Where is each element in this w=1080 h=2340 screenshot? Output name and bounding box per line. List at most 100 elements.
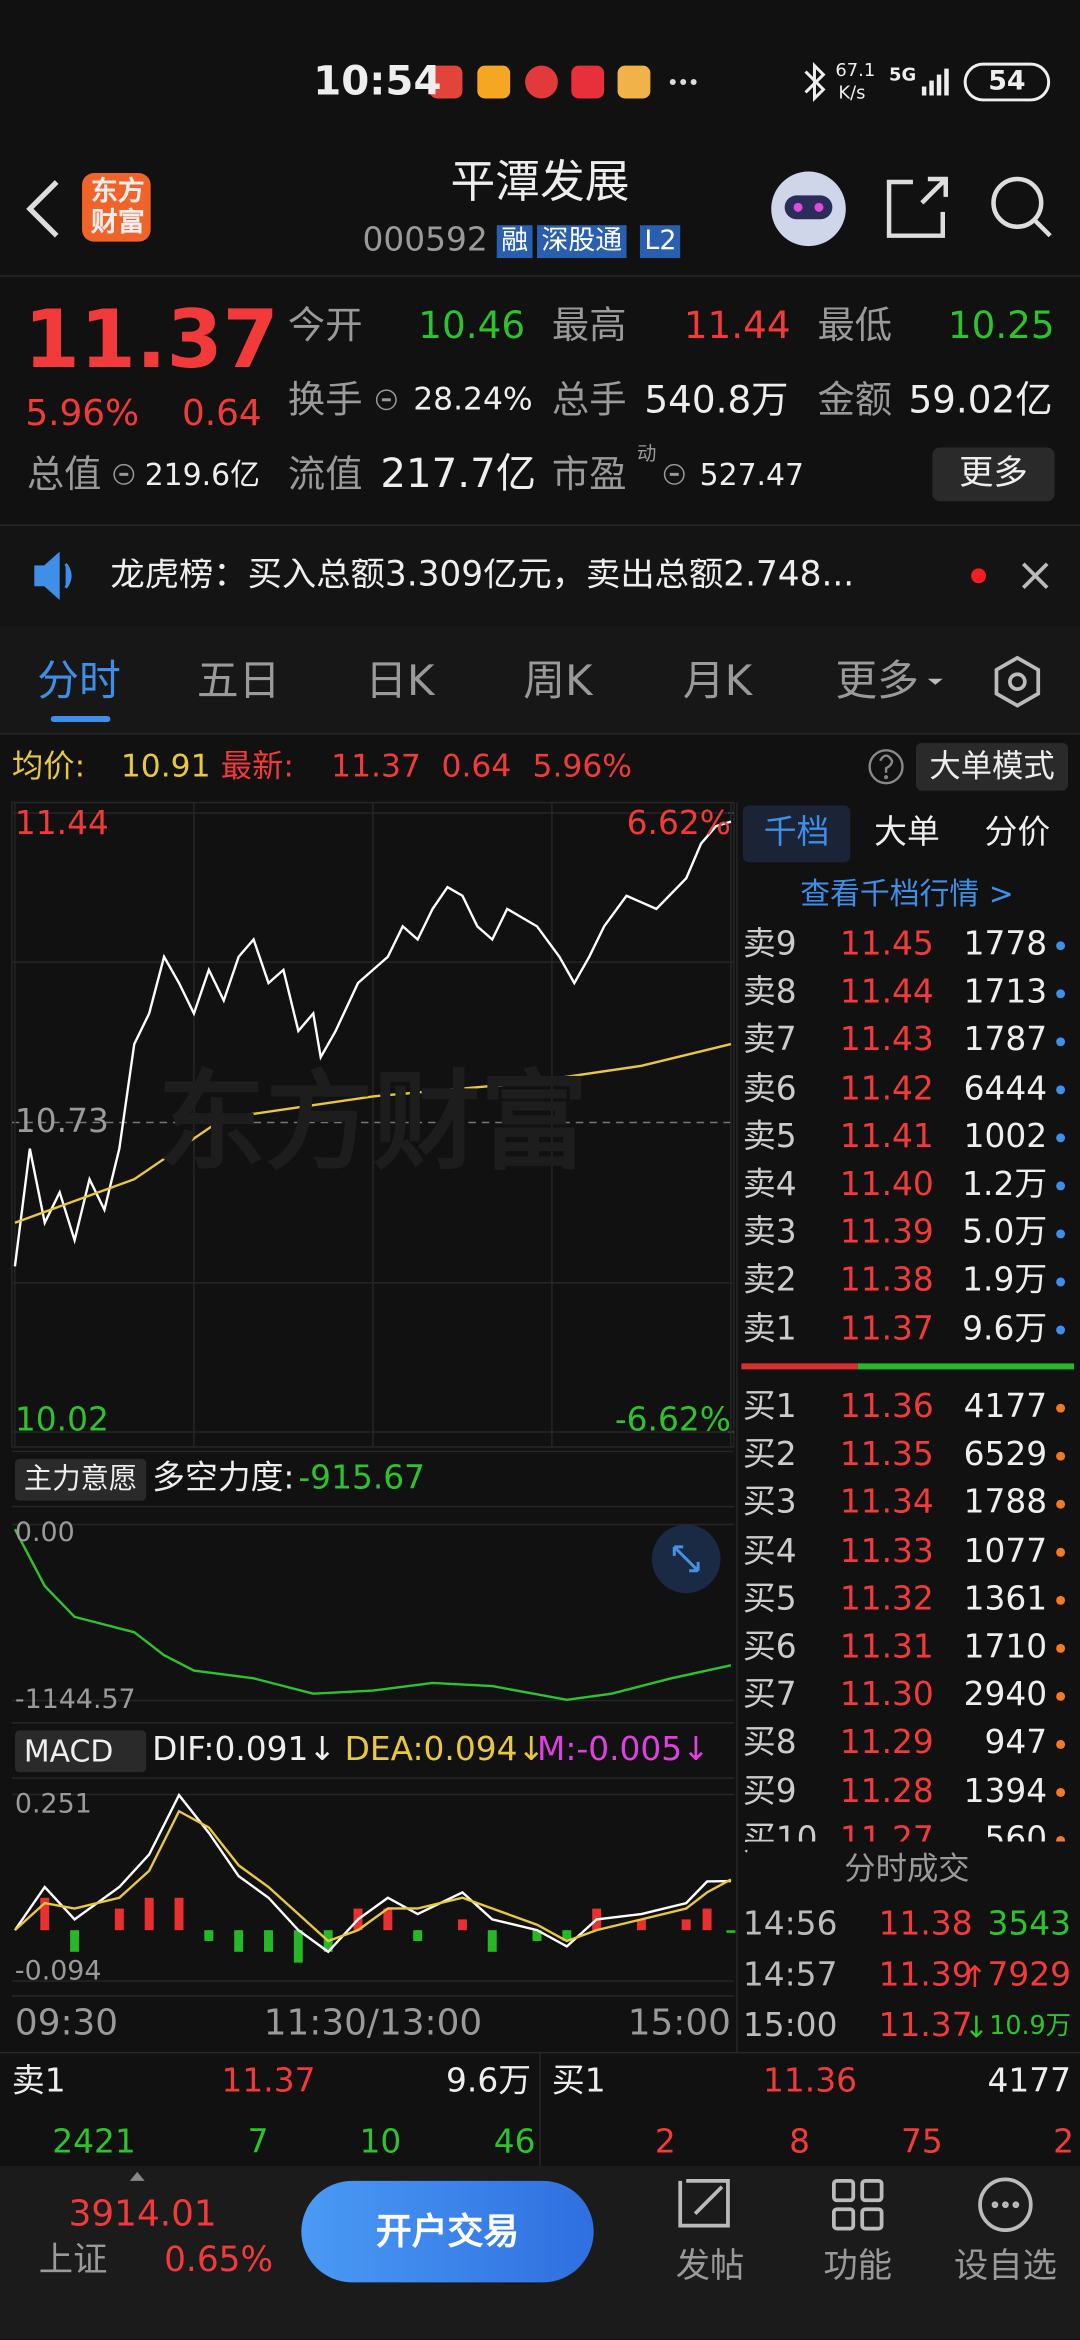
series-line <box>13 1528 732 1702</box>
y-tick-label: 10.02 <box>14 1402 109 1440</box>
search-icon[interactable] <box>991 176 1052 238</box>
footer-action[interactable]: 设自选 <box>953 2247 1057 2287</box>
field-value: 527.47 <box>699 456 805 493</box>
latest-value: 11.37 <box>331 748 421 784</box>
info-icon[interactable] <box>375 389 397 411</box>
field-value: 219.6亿 <box>144 456 260 493</box>
tab-active[interactable]: 分时 <box>37 656 121 706</box>
macd-dif: DIF:0.091↓ <box>152 1731 336 1770</box>
field-value: 10.25 <box>947 303 1055 347</box>
more-button-bg[interactable] <box>932 447 1055 502</box>
bid-volume: 6529 <box>963 1436 1048 1475</box>
share-icon[interactable] <box>886 176 948 238</box>
macd-bar <box>114 1908 124 1931</box>
settings-icon[interactable] <box>994 655 1041 708</box>
ask-price: 11.42 <box>839 1070 934 1108</box>
ask-volume: 1787 <box>963 1022 1048 1060</box>
more-button[interactable]: 更多 <box>959 454 1028 494</box>
footer-action[interactable]: 发帖 <box>675 2247 745 2287</box>
tab[interactable]: 五日 <box>196 656 281 706</box>
tag: L2 <box>639 225 681 259</box>
latest-change-pct: 5.96% <box>532 748 633 784</box>
sell-count: 2421 <box>52 2124 136 2162</box>
bid-label: 买9 <box>742 1773 797 1811</box>
summary-label: 买1 <box>551 2063 606 2101</box>
tab[interactable]: 更多 <box>835 656 919 706</box>
ask-label: 卖4 <box>742 1166 797 1204</box>
dropdown-icon <box>927 678 943 685</box>
ask-label: 卖8 <box>742 974 797 1012</box>
bid-label: 买2 <box>742 1436 797 1475</box>
ask-label: 卖7 <box>742 1022 797 1060</box>
orderbook-tab[interactable]: 分价 <box>984 814 1051 852</box>
trades-title[interactable]: 分时成交 <box>747 1841 1067 1897</box>
watermark: 东方财富 <box>158 1059 588 1185</box>
ask-price: 11.43 <box>839 1022 934 1060</box>
ask-volume: 1713 <box>963 974 1048 1012</box>
orderbook-tab[interactable]: 大单 <box>874 814 940 852</box>
tab[interactable]: 日K <box>365 656 435 706</box>
macd-select-bg[interactable] <box>14 1730 147 1773</box>
trade-time: 14:57 <box>742 1957 838 1995</box>
status-battery: 54 <box>988 65 1026 97</box>
x-tick-label: 15:00 <box>627 2001 731 2044</box>
trade-button[interactable]: 开户交易 <box>375 2210 520 2253</box>
back-icon[interactable] <box>26 180 59 238</box>
close-icon[interactable] <box>1021 562 1049 590</box>
orderbook-tab-active-bg <box>742 805 851 863</box>
macd-bar <box>204 1930 214 1941</box>
trade-price: 11.39 <box>878 1957 973 1995</box>
bid-label: 买4 <box>742 1532 797 1571</box>
mode-button[interactable]: 大单模式 <box>929 748 1055 784</box>
bid-volume: 1788 <box>963 1484 1048 1523</box>
orderbook-link[interactable]: 查看千档行情 > <box>800 875 1014 912</box>
trade-button-bg[interactable] <box>301 2180 594 2283</box>
macd-bar <box>562 1930 572 1941</box>
robot-icon[interactable] <box>771 171 846 247</box>
latest-label: 最新: <box>220 748 294 784</box>
sell-count: 10 <box>359 2124 402 2162</box>
buy-count: 2 <box>654 2124 676 2162</box>
indicator-select[interactable]: 主力意愿 <box>23 1462 138 1496</box>
tabs-bg <box>0 626 1080 734</box>
status-speed-unit: K/s <box>838 82 866 103</box>
index-handle[interactable] <box>129 2171 145 2181</box>
macd-select[interactable]: MACD <box>23 1733 114 1770</box>
stock-code: 000592 <box>362 222 488 260</box>
status-speed: 67.1 <box>835 59 876 81</box>
notice-text[interactable]: 龙虎榜：买入总额3.309亿元，卖出总额2.748... <box>110 558 855 593</box>
tab[interactable]: 周K <box>523 656 593 706</box>
y2-tick-label: -6.62% <box>614 1402 731 1440</box>
logo-text: 东方财富 <box>90 176 145 239</box>
indicator-select-bg[interactable] <box>14 1458 147 1501</box>
expand-icon[interactable] <box>651 1524 721 1594</box>
field-label: 金额 <box>817 378 893 422</box>
stock-title: 平潭发展 <box>450 156 630 209</box>
index-name[interactable]: 上证 <box>38 2241 108 2281</box>
bid-label: 买1 <box>742 1388 797 1427</box>
ask-price: 11.39 <box>839 1214 934 1252</box>
bid-label: 买8 <box>742 1724 797 1763</box>
index-value[interactable]: 3914.01 <box>68 2192 217 2235</box>
ask-price: 11.45 <box>839 926 934 964</box>
metric-value: -915.67 <box>298 1460 426 1498</box>
macd-bar <box>70 1930 80 1952</box>
field-label: 最高 <box>551 303 627 347</box>
index-change[interactable]: 0.65% <box>164 2241 274 2281</box>
info-icon[interactable] <box>663 463 685 485</box>
ask-price: 11.41 <box>839 1118 934 1156</box>
macd-bar <box>413 1930 423 1941</box>
trade-time: 14:56 <box>742 1906 838 1944</box>
field-label: 最低 <box>817 303 893 347</box>
sell-count: 7 <box>247 2124 269 2162</box>
footer-action[interactable]: 功能 <box>823 2247 893 2287</box>
bid-price: 11.32 <box>839 1580 934 1619</box>
orderbook-tab-active[interactable]: 千档 <box>763 814 830 852</box>
mode-button-bg[interactable] <box>915 742 1069 791</box>
tab[interactable]: 月K <box>682 656 753 706</box>
help-icon[interactable] <box>868 749 904 785</box>
bid-price: 11.30 <box>839 1676 934 1715</box>
info-icon[interactable] <box>113 463 135 485</box>
avg-label: 均价: <box>11 748 86 784</box>
macd-bar <box>383 1908 393 1931</box>
